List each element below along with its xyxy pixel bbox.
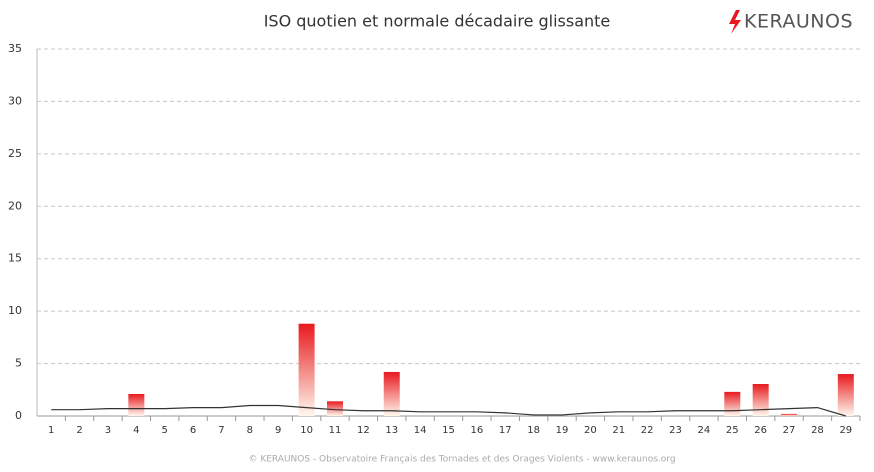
x-tick-label: 26 — [754, 425, 767, 436]
x-tick-label: 9 — [275, 425, 281, 436]
x-tick-label: 4 — [133, 425, 139, 436]
bar — [326, 401, 343, 416]
y-tick-label: 10 — [8, 304, 22, 317]
x-tick-label: 3 — [105, 425, 111, 436]
footer: © KERAUNOS - Observatoire Français des T… — [248, 455, 675, 465]
y-tick-label: 15 — [8, 252, 22, 265]
y-tick-label: 25 — [8, 147, 22, 160]
x-tick-label: 12 — [357, 425, 370, 436]
x-tick-label: 11 — [329, 425, 342, 436]
x-tick-label: 25 — [726, 425, 739, 436]
x-tick-label: 14 — [414, 425, 427, 436]
x-tick-label: 29 — [839, 425, 852, 436]
x-tick-label: 20 — [584, 425, 597, 436]
y-tick-label: 35 — [8, 42, 22, 55]
x-tick-label: 23 — [669, 425, 682, 436]
x-tick-label: 19 — [556, 425, 569, 436]
bar — [837, 374, 854, 416]
y-tick-label: 0 — [15, 409, 22, 422]
y-tick-label: 30 — [8, 94, 22, 107]
x-tick-label: 10 — [300, 425, 313, 436]
x-tick-label: 18 — [527, 425, 540, 436]
x-tick-label: 28 — [811, 425, 824, 436]
y-tick-label: 5 — [15, 357, 22, 370]
bar — [383, 371, 400, 416]
bar — [724, 391, 741, 416]
x-tick-label: 13 — [385, 425, 398, 436]
bar — [781, 413, 798, 416]
x-tick-label: 21 — [612, 425, 625, 436]
x-tick-label: 2 — [76, 425, 82, 436]
x-tick-label: 6 — [190, 425, 196, 436]
x-tick-label: 16 — [471, 425, 484, 436]
x-tick-label: 5 — [162, 425, 168, 436]
y-tick-label: 20 — [8, 199, 22, 212]
x-tick-label: 1 — [48, 425, 54, 436]
x-tick-label: 7 — [218, 425, 224, 436]
x-tick-label: 17 — [499, 425, 512, 436]
bar — [752, 384, 769, 416]
x-tick-label: 15 — [442, 425, 455, 436]
x-tick-label: 24 — [698, 425, 711, 436]
bar — [298, 323, 315, 416]
logo-text: KERAUNOS — [744, 11, 853, 33]
bar — [128, 393, 145, 416]
chart-title: ISO quotien et normale décadaire glissan… — [264, 12, 611, 31]
x-tick-label: 27 — [783, 425, 796, 436]
x-tick-label: 8 — [247, 425, 253, 436]
logo-icon — [729, 10, 741, 34]
x-tick-label: 22 — [641, 425, 654, 436]
line — [51, 404, 846, 417]
